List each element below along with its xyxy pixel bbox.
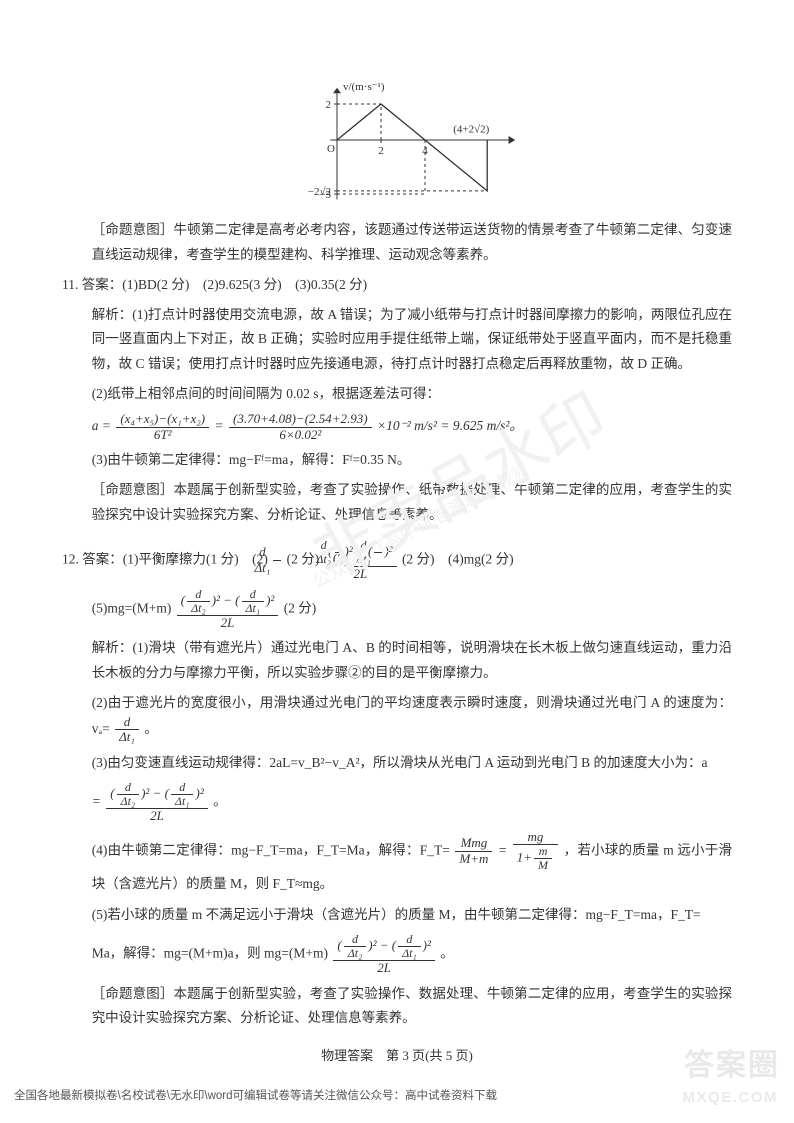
q11-frac-2: (3.70+4.08)−(2.54+2.93)6×0.02²: [229, 412, 372, 442]
q12-e3-eq: =: [92, 793, 101, 808]
q12-ans-frac3: (dΔt₂)² − (dΔt₁)² 2L: [354, 539, 397, 582]
q12-expl-2: (2)由于遮光片的宽度很小，用滑块通过光电门的平均速度表示瞬时速度，则滑块通过光…: [62, 691, 732, 745]
q12-e4-mid: =: [498, 842, 507, 857]
q12-expl-3-formula: = (dΔt₂)² − (dΔt₁)² 2L 。: [62, 781, 732, 824]
q11-answer-label: 11. 答案：: [62, 277, 122, 292]
q12-expl-5a: (5)若小球的质量 m 不满足远小于滑块（含遮光片）的质量 M，由牛顿第二定律得…: [62, 903, 732, 927]
q11-expl-2: (2)纸带上相邻点间的时间间隔为 0.02 s，根据逐差法可得：: [62, 382, 732, 406]
q11-expl1-text: (1)打点计时器使用交流电源，故 A 错误；为了减小纸带与打点计时器间摩擦力的影…: [92, 307, 732, 371]
formula-a-eq: a =: [92, 418, 111, 433]
svg-text:2: 2: [326, 99, 332, 111]
svg-text:−3: −3: [319, 189, 331, 200]
q11-formula-tail: ×10⁻² m/s² = 9.625 m/s²。: [377, 418, 523, 433]
q12-e1-text: (1)滑块（带有遮光片）通过光电门 A、B 的时间相等，说明滑块在长木板上做匀速…: [92, 640, 732, 679]
q12-e4-frac1: MmgM+m: [455, 836, 492, 866]
q12-line5-frac: (dΔt₂)² − (dΔt₁)² 2L: [177, 588, 279, 631]
q12-e3-head: (3)由匀变速直线运动规律得：2aL=v_B²−v_A²，所以滑块从光电门 A …: [92, 755, 708, 770]
q12-e2-head: (2)由于遮光片的宽度很小，用滑块通过光电门的平均速度表示瞬时速度，则滑块通过光…: [92, 695, 732, 736]
q11-expl-1: 解析：(1)打点计时器使用交流电源，故 A 错误；为了减小纸带与打点计时器间摩擦…: [62, 303, 732, 376]
explain-label-12: 解析：: [92, 640, 133, 655]
q12-e4-head: (4)由牛顿第二定律得：mg−F_T=ma，F_T=Ma，解得：F_T=: [92, 842, 450, 857]
page: v/(m·s⁻¹)t/sO2−2√2−324(4+2√2) ［命题意图］牛顿第二…: [0, 0, 794, 1076]
q12-line5-tail: (2 分): [284, 600, 317, 615]
q12-ans-part3-tail: (2 分) (4)mg(2 分): [402, 551, 514, 566]
q12-e5-line2-head: Ma，解得：mg=(M+m)a，则 mg=(M+m): [92, 945, 328, 960]
q12-e3-tail: 。: [213, 793, 227, 808]
watermark-url: MXQE.COM: [683, 1084, 778, 1111]
svg-text:v/(m·s⁻¹): v/(m·s⁻¹): [343, 81, 385, 93]
q12-expl-1: 解析：(1)滑块（带有遮光片）通过光电门 A、B 的时间相等，说明滑块在长木板上…: [62, 636, 732, 685]
q11-frac-1: (x₄+x₅)−(x₁+x₂)6T²: [116, 412, 209, 442]
q11-formula: a = (x₄+x₅)−(x₁+x₂)6T² = (3.70+4.08)−(2.…: [62, 412, 732, 442]
page-footer: 物理答案 第 3 页(共 5 页): [0, 1044, 794, 1067]
q12-ans-part1: (1)平衡摩擦力(1 分) (2): [123, 551, 268, 566]
svg-text:(4+2√2): (4+2√2): [453, 124, 489, 136]
q12-line5-head: (5)mg=(M+m): [92, 600, 172, 615]
q12-ans-frac2: dΔt₁: [273, 545, 281, 575]
explain-label: 解析：: [92, 307, 133, 322]
svg-text:O: O: [327, 143, 335, 155]
q12-expl-4: (4)由牛顿第二定律得：mg−F_T=ma，F_T=Ma，解得：F_T= Mmg…: [62, 830, 732, 897]
q12-expl-5b: Ma，解得：mg=(M+m)a，则 mg=(M+m) (dΔt₂)² − (dΔ…: [62, 933, 732, 976]
q12-e4-frac2: mg 1+mM: [513, 830, 558, 873]
velocity-time-chart: v/(m·s⁻¹)t/sO2−2√2−324(4+2√2): [62, 30, 732, 208]
q11-answer-text: (1)BD(2 分) (2)9.625(3 分) (3)0.35(2 分): [122, 277, 367, 292]
svg-text:2: 2: [378, 145, 384, 157]
q11-intent: ［命题意图］本题属于创新型实验，考查了实验操作、纸带数据处理、牛顿第二定律的应用…: [62, 478, 732, 527]
formula-eq-sign: =: [214, 418, 223, 433]
q12-e3-frac: (dΔt₂)² − (dΔt₁)² 2L: [106, 781, 208, 824]
q11-answer: 11. 答案：(1)BD(2 分) (2)9.625(3 分) (3)0.35(…: [62, 273, 732, 297]
q12-answer-label: 12. 答案：: [62, 551, 123, 566]
page-footnote: 全国各地最新模拟卷\名校试卷\无水印\word可编辑试卷等请关注微信公众号：高中…: [14, 1086, 497, 1107]
q12-e2-frac: dΔt₁: [115, 715, 139, 745]
q10-intent: ［命题意图］牛顿第二定律是高考必考内容，该题通过传送带运送货物的情景考查了牛顿第…: [62, 218, 732, 267]
q12-e2-tail: 。: [144, 721, 158, 736]
q12-e5-frac: (dΔt₂)² − (dΔt₁)² 2L: [333, 933, 435, 976]
q12-answer: 12. 答案：(1)平衡摩擦力(1 分) (2) dΔt₁ (2 分) (3) …: [62, 539, 732, 582]
q12-expl-3: (3)由匀变速直线运动规律得：2aL=v_B²−v_A²，所以滑块从光电门 A …: [62, 751, 732, 775]
q12-line5: (5)mg=(M+m) (dΔt₂)² − (dΔt₁)² 2L (2 分): [62, 588, 732, 631]
q12-e5-tail: 。: [440, 945, 454, 960]
q11-expl-3: (3)由牛顿第二定律得：mg−Fᶠ=ma，解得：Fᶠ=0.35 N。: [62, 448, 732, 472]
q12-intent: ［命题意图］本题属于创新型实验，考查了实验操作、数据处理、牛顿第二定律的应用，考…: [62, 982, 732, 1031]
